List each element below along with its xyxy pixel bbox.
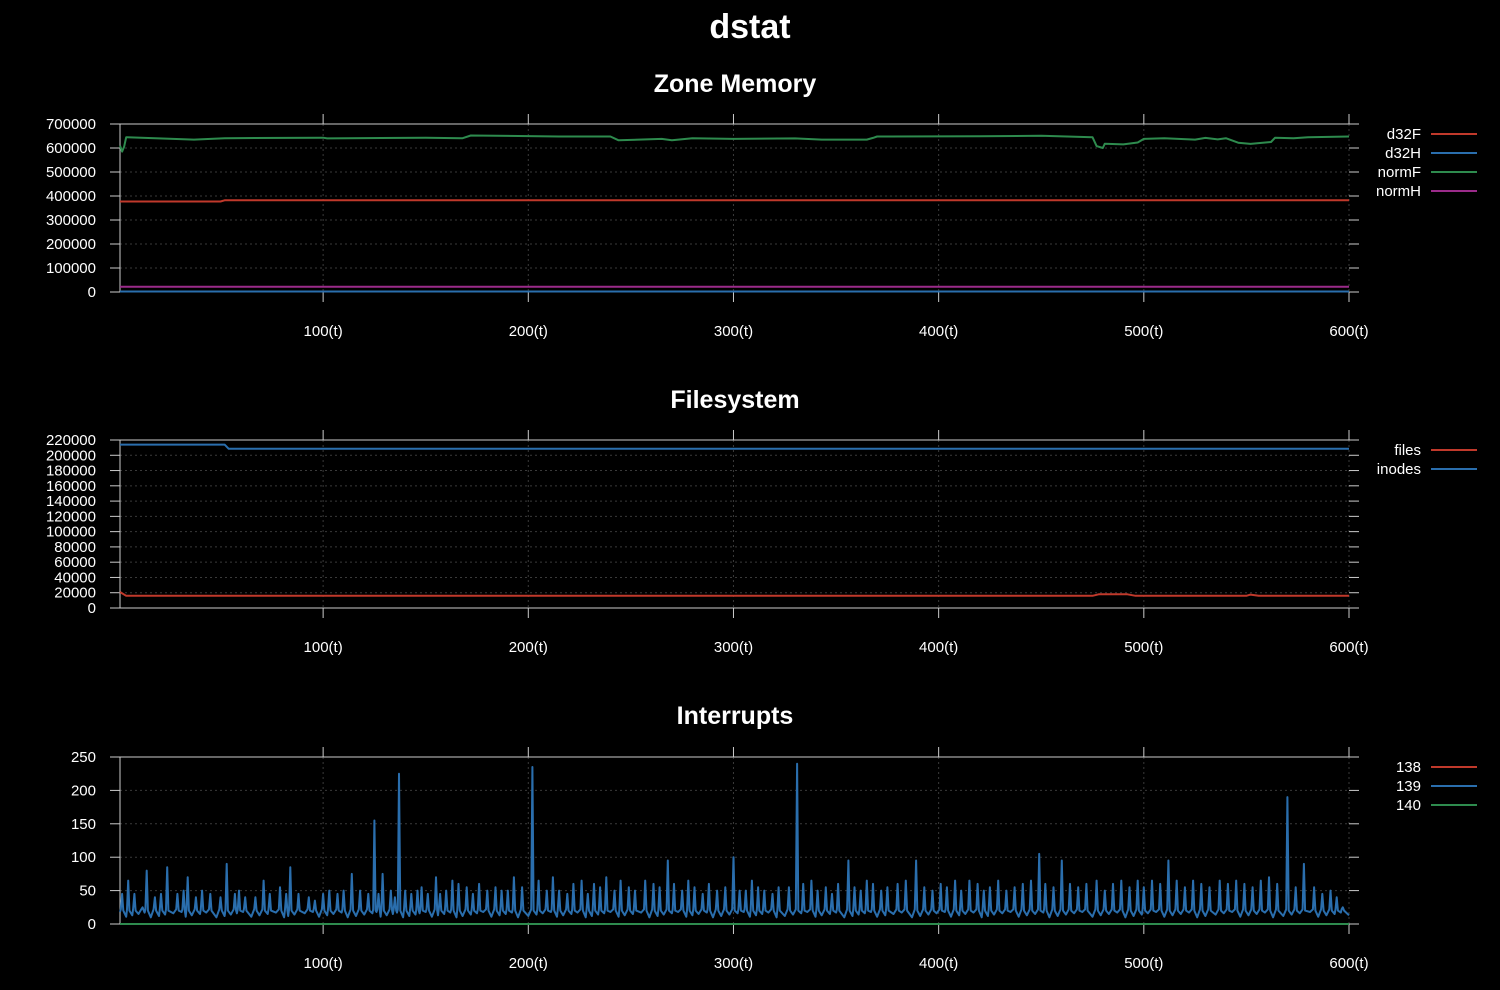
legend-label: normH: [1376, 183, 1421, 200]
y-tick-label: 200000: [46, 236, 96, 253]
x-tick-label: 600(t): [1329, 955, 1368, 972]
x-tick-label: 500(t): [1124, 323, 1163, 340]
legend-label: 140: [1396, 797, 1421, 814]
x-tick-label: 200(t): [509, 323, 548, 340]
y-tick-label: 100000: [46, 524, 96, 541]
y-tick-label: 250: [71, 749, 96, 766]
y-tick-label: 80000: [54, 539, 96, 556]
x-tick-label: 400(t): [919, 955, 958, 972]
y-tick-label: 0: [88, 284, 96, 301]
chart-title: Interrupts: [677, 702, 794, 730]
x-tick-label: 300(t): [714, 323, 753, 340]
y-tick-label: 100000: [46, 260, 96, 277]
y-tick-label: 500000: [46, 164, 96, 181]
x-tick-label: 100(t): [304, 955, 343, 972]
legend-label: d32H: [1385, 145, 1421, 162]
x-tick-label: 300(t): [714, 955, 753, 972]
y-tick-label: 50: [79, 883, 96, 900]
y-tick-label: 200: [71, 782, 96, 799]
y-tick-label: 200000: [46, 447, 96, 464]
x-tick-label: 400(t): [919, 639, 958, 656]
x-tick-label: 600(t): [1329, 639, 1368, 656]
legend-label: inodes: [1377, 461, 1421, 478]
series-line-files: [119, 591, 1349, 597]
chart-panel-0: Zone Memory 100(t) 200(t) 300(t) 400(t) 500(t…: [46, 70, 1477, 340]
y-tick-label: 220000: [46, 432, 96, 449]
y-tick-label: 40000: [54, 569, 96, 586]
x-tick-label: 100(t): [304, 639, 343, 656]
x-tick-label: 600(t): [1329, 323, 1368, 340]
y-tick-label: 60000: [54, 554, 96, 571]
chart-title: Filesystem: [670, 386, 799, 414]
x-tick-label: 200(t): [509, 639, 548, 656]
y-tick-label: 0: [88, 916, 96, 933]
x-tick-label: 200(t): [509, 955, 548, 972]
x-tick-label: 300(t): [714, 639, 753, 656]
y-tick-label: 600000: [46, 140, 96, 157]
legend-label: d32F: [1387, 126, 1421, 143]
y-tick-label: 150: [71, 816, 96, 833]
legend-label: files: [1394, 442, 1421, 459]
chart-panel-2: Interrupts 100(t) 200(t) 300(t) 400(t) 500(t)…: [71, 702, 1477, 972]
y-tick-label: 120000: [46, 508, 96, 525]
legend-label: 138: [1396, 759, 1421, 776]
y-tick-label: 140000: [46, 493, 96, 510]
y-tick-label: 180000: [46, 463, 96, 480]
series-line-139: [119, 762, 1350, 919]
chart-title: Zone Memory: [654, 70, 817, 98]
x-tick-label: 500(t): [1124, 639, 1163, 656]
y-tick-label: 300000: [46, 212, 96, 229]
x-tick-label: 400(t): [919, 323, 958, 340]
y-tick-label: 160000: [46, 478, 96, 495]
legend-label: normF: [1378, 164, 1421, 181]
x-tick-label: 100(t): [304, 323, 343, 340]
series-line-normF: [119, 134, 1350, 153]
series-line-inodes: [120, 443, 1349, 450]
y-tick-label: 20000: [54, 585, 96, 602]
y-tick-label: 0: [88, 600, 96, 617]
page-title: dstat: [709, 8, 791, 46]
chart-panel-1: Filesystem 100(t) 200(t) 300(t) 400(t) 500(t)…: [46, 386, 1477, 656]
series-line-d32F: [120, 199, 1349, 203]
y-tick-label: 400000: [46, 188, 96, 205]
x-tick-label: 500(t): [1124, 955, 1163, 972]
y-tick-label: 700000: [46, 116, 96, 133]
y-tick-label: 100: [71, 849, 96, 866]
legend-label: 139: [1396, 778, 1421, 795]
